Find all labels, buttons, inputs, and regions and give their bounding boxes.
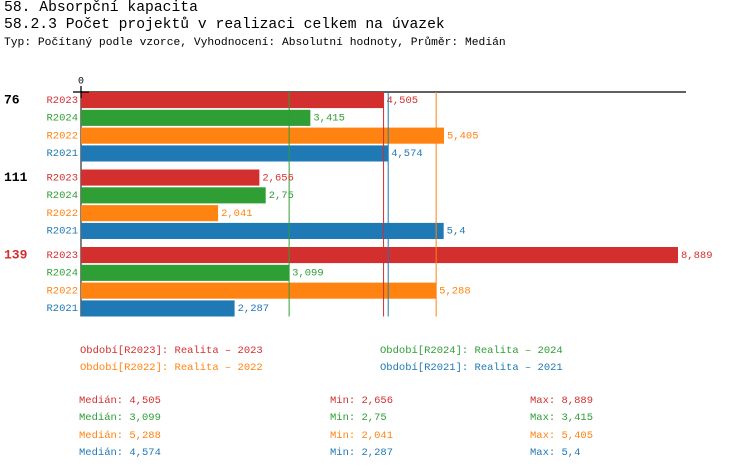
svg-text:Období[R2023]: Realita – 2023: Období[R2023]: Realita – 2023 [80,345,263,357]
svg-text:Min: 2,287: Min: 2,287 [330,447,393,459]
svg-text:Medián: 4,505: Medián: 4,505 [79,395,161,407]
svg-text:Období[R2024]: Realita – 2024: Období[R2024]: Realita – 2024 [380,345,563,357]
svg-text:3,415: 3,415 [313,113,345,125]
svg-text:4,574: 4,574 [391,148,423,160]
svg-text:Max: 8,889: Max: 8,889 [530,395,593,407]
svg-text:0: 0 [78,77,84,88]
svg-text:R2022: R2022 [46,130,78,142]
svg-text:2,041: 2,041 [221,208,253,220]
svg-text:2,656: 2,656 [262,172,294,184]
svg-text:5,288: 5,288 [439,285,471,297]
svg-text:Medián: 4,574: Medián: 4,574 [79,447,161,459]
svg-text:R2024: R2024 [46,268,78,280]
svg-text:Min: 2,656: Min: 2,656 [330,395,393,407]
svg-text:R2024: R2024 [46,190,78,202]
svg-text:Období[R2021]: Realita – 2021: Období[R2021]: Realita – 2021 [380,362,563,374]
svg-text:R2021: R2021 [46,226,78,238]
svg-text:2,287: 2,287 [238,303,270,315]
svg-text:2,75: 2,75 [269,190,294,202]
svg-text:5,405: 5,405 [447,130,479,142]
svg-text:Max: 3,415: Max: 3,415 [530,412,593,424]
svg-text:8,889: 8,889 [681,250,713,262]
svg-text:Období[R2022]: Realita – 2022: Období[R2022]: Realita – 2022 [80,362,263,374]
svg-text:Medián: 5,288: Medián: 5,288 [79,430,161,442]
svg-text:Min: 2,041: Min: 2,041 [330,430,393,442]
svg-text:111: 111 [4,170,28,185]
svg-text:Max: 5,4: Max: 5,4 [530,447,580,459]
svg-text:R2023: R2023 [46,95,78,107]
svg-text:76: 76 [4,92,20,107]
svg-text:Min: 2,75: Min: 2,75 [330,412,387,424]
svg-text:R2023: R2023 [46,172,78,184]
svg-text:R2021: R2021 [46,303,78,315]
svg-text:Medián: 3,099: Medián: 3,099 [79,412,161,424]
svg-text:139: 139 [4,247,28,262]
svg-text:R2021: R2021 [46,148,78,160]
svg-text:R2022: R2022 [46,208,78,220]
svg-text:R2022: R2022 [46,285,78,297]
svg-text:3,099: 3,099 [292,268,324,280]
svg-text:5,4: 5,4 [447,226,466,238]
svg-text:R2023: R2023 [46,250,78,262]
svg-text:4,505: 4,505 [387,95,419,107]
svg-text:R2024: R2024 [46,113,78,125]
svg-text:Max: 5,405: Max: 5,405 [530,430,593,442]
